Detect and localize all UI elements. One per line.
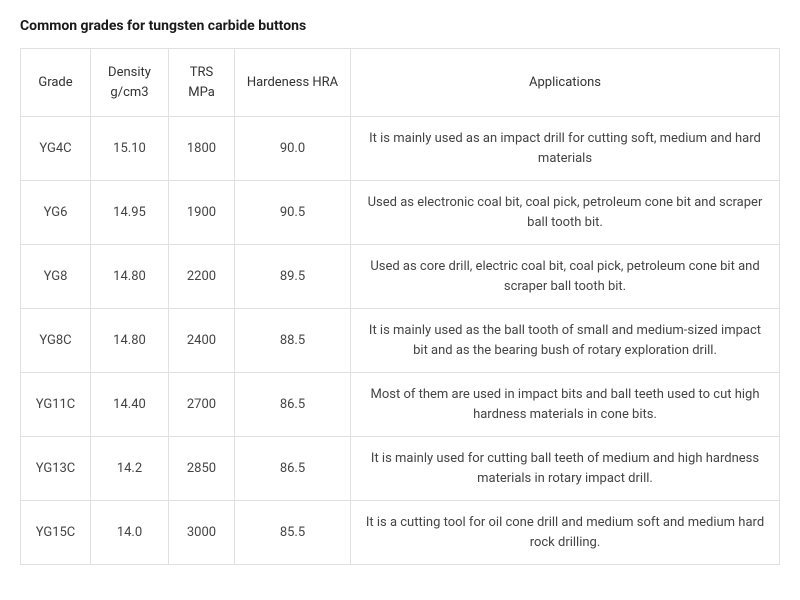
cell-hra: 90.5	[235, 181, 351, 245]
table-row: YG6 14.95 1900 90.5 Used as electronic c…	[21, 181, 780, 245]
table-row: YG4C 15.10 1800 90.0 It is mainly used a…	[21, 117, 780, 181]
cell-trs: 3000	[169, 501, 235, 565]
cell-app: It is mainly used as the ball tooth of s…	[351, 309, 780, 373]
col-header-hardness: Hardeness HRA	[235, 49, 351, 117]
cell-app: It is a cutting tool for oil cone drill …	[351, 501, 780, 565]
table-row: YG13C 14.2 2850 86.5 It is mainly used f…	[21, 437, 780, 501]
table-row: YG11C 14.40 2700 86.5 Most of them are u…	[21, 373, 780, 437]
table-header-row: Grade Density g/cm3 TRS MPa Hardeness HR…	[21, 49, 780, 117]
cell-hra: 86.5	[235, 437, 351, 501]
cell-trs: 2850	[169, 437, 235, 501]
col-header-grade: Grade	[21, 49, 91, 117]
cell-density: 14.0	[91, 501, 169, 565]
col-header-applications: Applications	[351, 49, 780, 117]
cell-density: 14.80	[91, 245, 169, 309]
cell-density: 14.80	[91, 309, 169, 373]
cell-hra: 89.5	[235, 245, 351, 309]
col-header-trs: TRS MPa	[169, 49, 235, 117]
cell-app: It is mainly used as an impact drill for…	[351, 117, 780, 181]
cell-density: 14.95	[91, 181, 169, 245]
page-title: Common grades for tungsten carbide butto…	[20, 18, 780, 34]
cell-grade: YG13C	[21, 437, 91, 501]
cell-hra: 90.0	[235, 117, 351, 181]
cell-trs: 1800	[169, 117, 235, 181]
cell-trs: 2200	[169, 245, 235, 309]
cell-trs: 2400	[169, 309, 235, 373]
cell-density: 15.10	[91, 117, 169, 181]
cell-grade: YG15C	[21, 501, 91, 565]
table-row: YG8C 14.80 2400 88.5 It is mainly used a…	[21, 309, 780, 373]
table-row: YG15C 14.0 3000 85.5 It is a cutting too…	[21, 501, 780, 565]
cell-grade: YG6	[21, 181, 91, 245]
cell-grade: YG8	[21, 245, 91, 309]
cell-app: Used as electronic coal bit, coal pick, …	[351, 181, 780, 245]
cell-hra: 85.5	[235, 501, 351, 565]
cell-density: 14.40	[91, 373, 169, 437]
grades-table: Grade Density g/cm3 TRS MPa Hardeness HR…	[20, 48, 780, 565]
col-header-density: Density g/cm3	[91, 49, 169, 117]
cell-app: Used as core drill, electric coal bit, c…	[351, 245, 780, 309]
cell-density: 14.2	[91, 437, 169, 501]
cell-grade: YG11C	[21, 373, 91, 437]
cell-app: It is mainly used for cutting ball teeth…	[351, 437, 780, 501]
cell-hra: 86.5	[235, 373, 351, 437]
cell-hra: 88.5	[235, 309, 351, 373]
cell-grade: YG8C	[21, 309, 91, 373]
cell-grade: YG4C	[21, 117, 91, 181]
cell-trs: 1900	[169, 181, 235, 245]
cell-trs: 2700	[169, 373, 235, 437]
cell-app: Most of them are used in impact bits and…	[351, 373, 780, 437]
table-row: YG8 14.80 2200 89.5 Used as core drill, …	[21, 245, 780, 309]
